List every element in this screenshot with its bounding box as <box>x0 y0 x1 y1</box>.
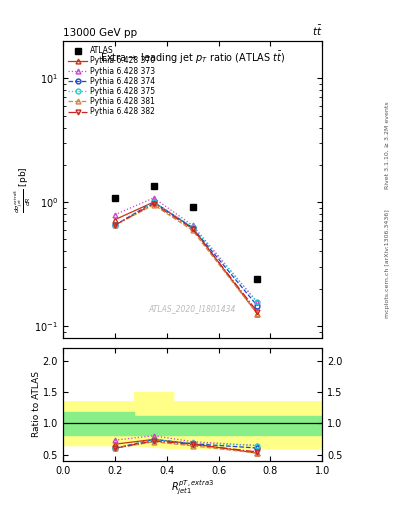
X-axis label: $R^{pT,extra3}_{jet1}$: $R^{pT,extra3}_{jet1}$ <box>171 478 214 497</box>
Text: ATLAS_2020_I1801434: ATLAS_2020_I1801434 <box>149 304 236 313</box>
Y-axis label: Ratio to ATLAS: Ratio to ATLAS <box>32 372 41 437</box>
Text: 13000 GeV pp: 13000 GeV pp <box>63 28 137 38</box>
Text: Extra$\rightarrow$ leading jet $p_{T}$ ratio (ATLAS $t\bar{t}$): Extra$\rightarrow$ leading jet $p_{T}$ r… <box>100 50 285 66</box>
Y-axis label: $\frac{d\sigma^{extra3}_{jet}}{dR}$ [pb]: $\frac{d\sigma^{extra3}_{jet}}{dR}$ [pb] <box>13 166 33 212</box>
Legend: ATLAS, Pythia 6.428 370, Pythia 6.428 373, Pythia 6.428 374, Pythia 6.428 375, P: ATLAS, Pythia 6.428 370, Pythia 6.428 37… <box>67 45 157 118</box>
Text: Rivet 3.1.10, ≥ 3.2M events: Rivet 3.1.10, ≥ 3.2M events <box>385 101 389 189</box>
Text: mcplots.cern.ch [arXiv:1306.3436]: mcplots.cern.ch [arXiv:1306.3436] <box>385 209 389 318</box>
Text: $t\bar{t}$: $t\bar{t}$ <box>312 24 322 38</box>
